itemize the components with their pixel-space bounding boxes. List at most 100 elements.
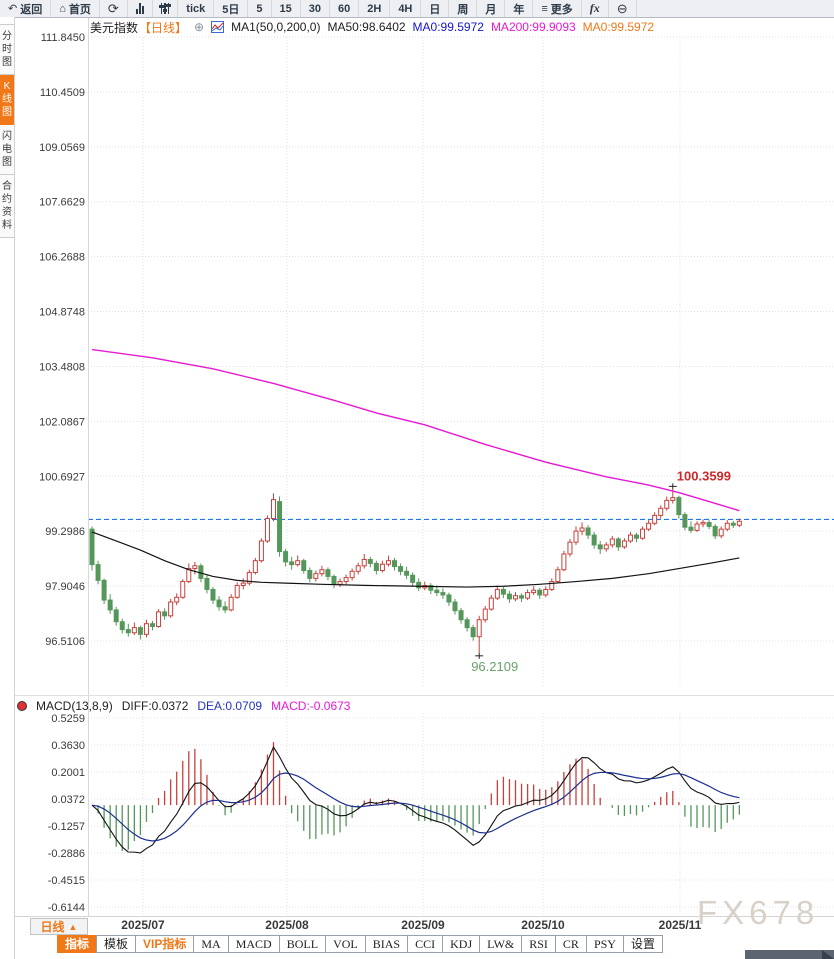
tab-vip-indicators[interactable]: VIP指标 [135, 935, 195, 953]
xaxis-label: 2025/11 [658, 918, 702, 932]
sidebar-tab-timeshare[interactable]: 分时图 [0, 24, 14, 75]
macd-header: MACD(13,8,9) DIFF:0.0372 DEA:0.0709 MACD… [17, 698, 350, 713]
ma0-blue-value: MA0:99.5972 [412, 20, 484, 34]
svg-text:110.4509: 110.4509 [40, 87, 85, 99]
left-sidebar: 分时图 K线图 闪电图 合约资料 [0, 17, 15, 959]
period-60min-button[interactable]: 60 [330, 0, 360, 17]
svg-text:106.2688: 106.2688 [39, 252, 85, 264]
xaxis-label: 2025/08 [265, 918, 309, 932]
period-selector-label: 日线 [40, 920, 65, 934]
svg-text:-0.1257: -0.1257 [48, 821, 85, 833]
svg-text:0.2001: 0.2001 [51, 767, 85, 779]
macd-title: MACD(13,8,9) [36, 698, 113, 713]
kline-chart-icon [211, 21, 225, 33]
dropdown-up-icon: ▲ [68, 921, 78, 932]
tab-templates[interactable]: 模板 [96, 935, 137, 953]
xaxis-label: 2025/09 [401, 918, 445, 932]
tab-settings[interactable]: 设置 [622, 935, 663, 953]
sidebar-tab-kline[interactable]: K线图 [0, 75, 14, 125]
macd-macd-value: MACD:-0.0673 [271, 698, 351, 713]
zoom-out-icon: ⊖ [616, 0, 628, 16]
sidebar-tab-contract-info[interactable]: 合约资料 [0, 175, 14, 238]
add-indicator-icon[interactable]: ⊕ [194, 20, 205, 34]
macd-dea-value: DEA:0.0709 [197, 698, 263, 713]
period-5min-button[interactable]: 5 [248, 0, 272, 17]
svg-text:96.2109: 96.2109 [471, 659, 518, 674]
sidebar-tab-lightning[interactable]: 闪电图 [0, 125, 14, 175]
panel-divider-macd-axis [14, 916, 834, 917]
svg-text:0.3630: 0.3630 [51, 740, 85, 752]
svg-text:-0.4515: -0.4515 [48, 875, 85, 887]
ma50-value: MA50:98.6402 [327, 20, 406, 34]
period-year-button[interactable]: 年 [505, 0, 534, 17]
fx678-watermark: FX678 [697, 894, 820, 931]
svg-text:109.0569: 109.0569 [39, 142, 85, 154]
indicator-button[interactable] [153, 0, 179, 17]
period-2h-button[interactable]: 2H [359, 0, 391, 17]
svg-text:103.4808: 103.4808 [39, 361, 85, 373]
chart-type-button[interactable] [128, 0, 153, 17]
period-5day-button[interactable]: 5日 [214, 0, 249, 17]
svg-text:111.8450: 111.8450 [41, 32, 85, 44]
svg-text:104.8748: 104.8748 [39, 307, 85, 319]
period-day-button[interactable]: 日 [421, 0, 450, 17]
tab-bias[interactable]: BIAS [364, 935, 409, 953]
tab-kdj[interactable]: KDJ [442, 935, 481, 953]
tab-psy[interactable]: PSY [585, 935, 624, 953]
svg-text:102.0867: 102.0867 [39, 416, 85, 428]
symbol-name: 美元指数 [90, 20, 139, 35]
period-month-button[interactable]: 月 [477, 0, 506, 17]
menu-icon: ≡ [541, 2, 548, 15]
tab-boll[interactable]: BOLL [278, 935, 327, 953]
tab-ma[interactable]: MA [193, 935, 229, 953]
ma-settings-label: MA1(50,0,200,0) [231, 20, 321, 34]
period-selector[interactable]: 日线 ▲ [30, 918, 88, 935]
top-toolbar: ↶ 返回 ⌂ 首页 ⟳ tick 5日 5 15 30 60 2H 4H 日 周 月… [0, 0, 834, 18]
zoom-out-button[interactable]: ⊖ [609, 0, 637, 17]
bar-chart-icon [135, 3, 144, 14]
axis-border [88, 18, 89, 916]
back-icon: ↶ [8, 3, 18, 15]
ma0-orange-value: MA0:99.5972 [582, 20, 655, 34]
period-4h-button[interactable]: 4H [390, 0, 422, 17]
svg-text:0.5259: 0.5259 [51, 713, 85, 725]
ma200-value: MA200:99.9093 [490, 20, 576, 34]
svg-text:96.5106: 96.5106 [45, 636, 85, 648]
scrollbar-thumb[interactable] [745, 950, 834, 959]
tab-lw[interactable]: LW& [479, 935, 523, 953]
period-15min-button[interactable]: 15 [272, 0, 301, 17]
refresh-icon: ⟳ [107, 0, 119, 16]
home-button[interactable]: ⌂ 首页 [51, 0, 100, 17]
home-icon: ⌂ [59, 2, 66, 15]
tab-rsi[interactable]: RSI [521, 935, 556, 953]
tab-indicators[interactable]: 指标 [57, 935, 98, 953]
tab-cci[interactable]: CCI [407, 935, 444, 953]
macd-diff-value: DIFF:0.0372 [121, 698, 189, 713]
svg-text:97.9046: 97.9046 [45, 581, 85, 593]
period-week-button[interactable]: 周 [449, 0, 478, 17]
svg-text:0.0372: 0.0372 [51, 794, 85, 806]
indicator-settings-icon[interactable] [17, 700, 27, 711]
sliders-icon [159, 3, 171, 14]
back-button[interactable]: ↶ 返回 [0, 0, 52, 17]
symbol-period: 【日线】 [139, 20, 188, 35]
svg-text:107.6629: 107.6629 [39, 197, 85, 209]
svg-text:100.6927: 100.6927 [39, 471, 85, 483]
refresh-button[interactable]: ⟳ [100, 0, 128, 17]
fx-icon: fx [589, 1, 600, 15]
more-button[interactable]: ≡ 更多 [533, 0, 582, 17]
tab-cr[interactable]: CR [554, 935, 587, 953]
svg-text:99.2986: 99.2986 [45, 526, 85, 538]
period-tick-button[interactable]: tick [178, 0, 215, 17]
period-30min-button[interactable]: 30 [301, 0, 330, 17]
indicator-tabbar: 指标 模板 VIP指标 MA MACD BOLL VOL BIAS CCI KD… [57, 935, 663, 954]
panel-divider-main-macd [14, 695, 834, 696]
tab-macd[interactable]: MACD [227, 935, 280, 953]
xaxis-label: 2025/10 [521, 918, 565, 932]
xaxis-label: 2025/07 [121, 918, 165, 932]
tab-vol[interactable]: VOL [325, 935, 366, 953]
svg-text:-0.2886: -0.2886 [48, 848, 85, 860]
fx-functions-button[interactable]: fx [582, 0, 609, 17]
